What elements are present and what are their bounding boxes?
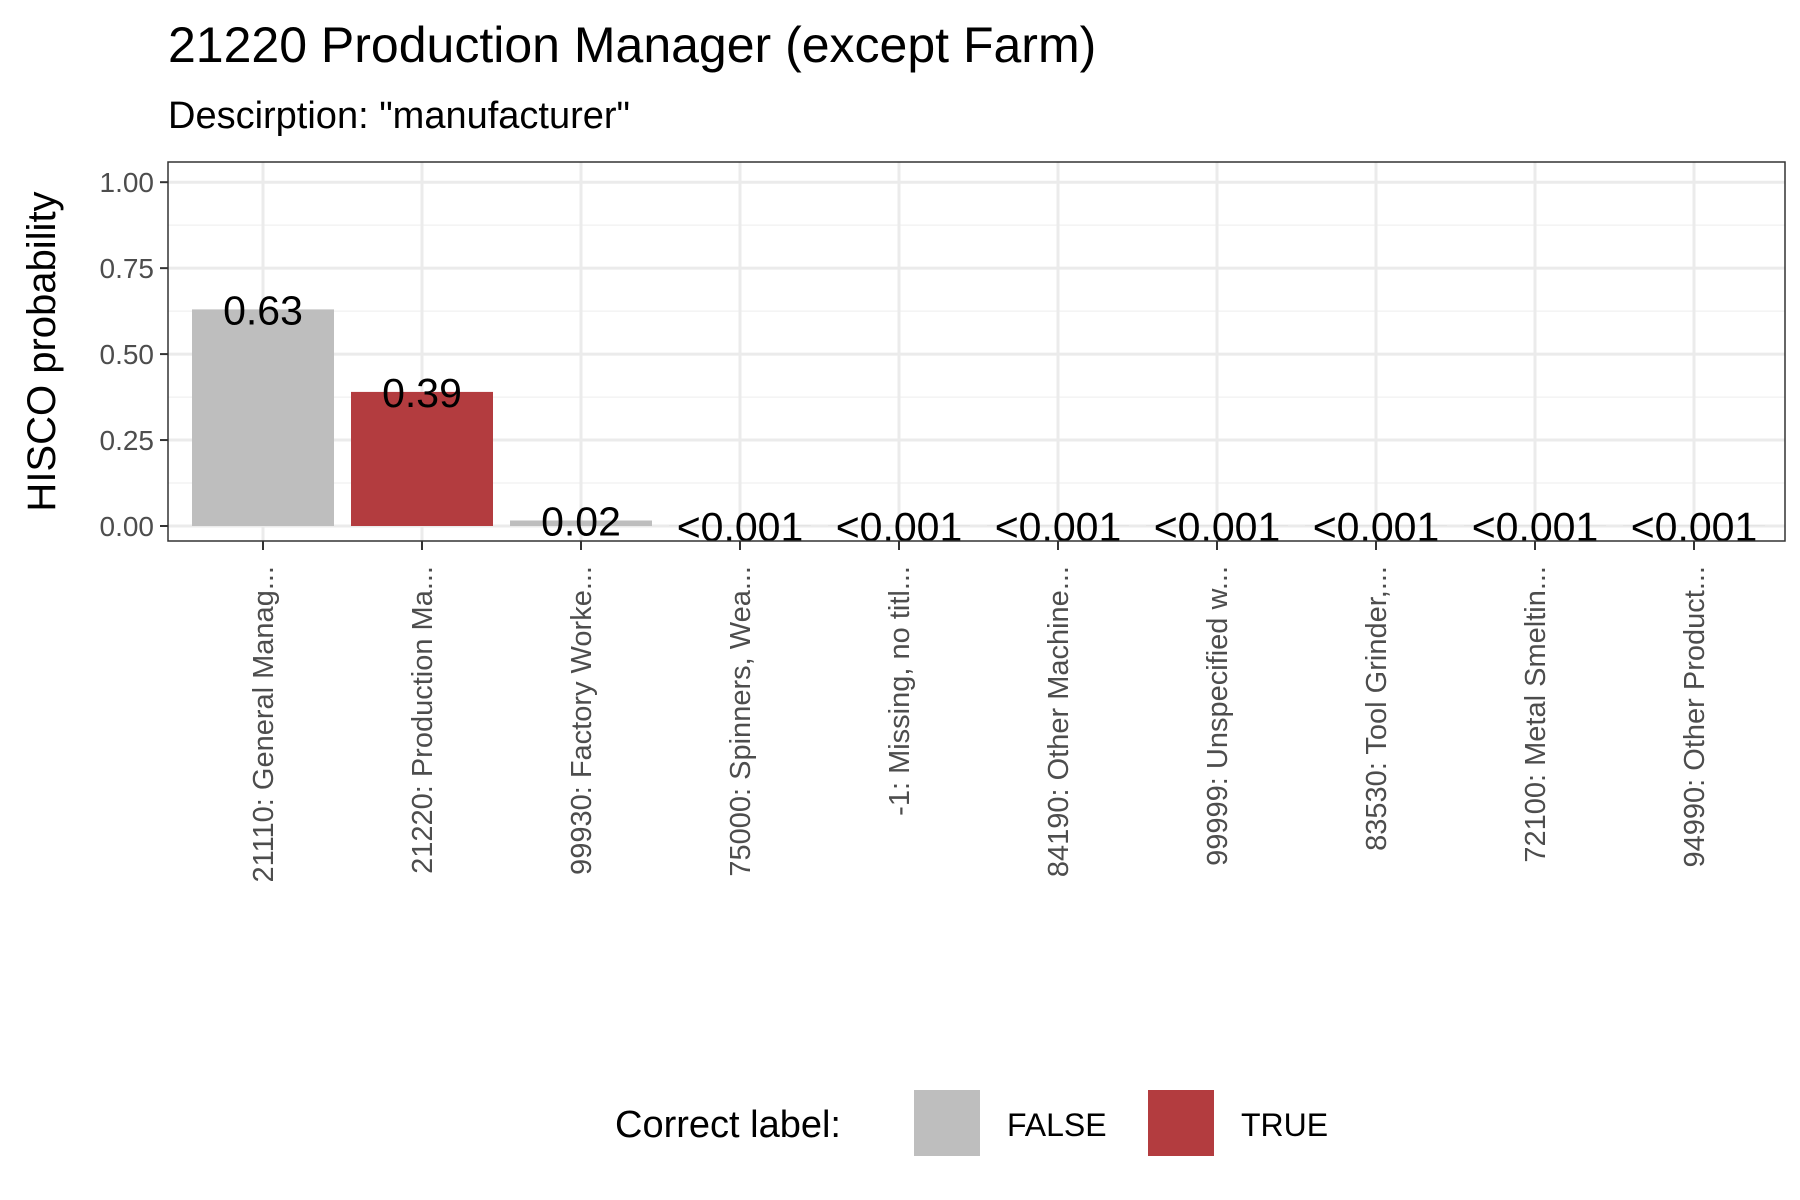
y-tick-label: 0.25	[100, 425, 155, 456]
y-tick-label: 0.75	[100, 253, 155, 284]
x-tick-label: 21110: General Manag...	[248, 566, 280, 883]
bar-value-label: 0.02	[541, 498, 621, 544]
y-axis-title: HISCO probability	[20, 191, 64, 511]
legend-key	[1148, 1090, 1214, 1156]
legend-label: FALSE	[1007, 1107, 1107, 1143]
y-tick-label: 0.00	[100, 511, 155, 542]
x-tick-label: 99930: Factory Worke...	[566, 566, 598, 875]
x-tick-label: 84190: Other Machine...	[1043, 566, 1075, 877]
x-tick-label: 75000: Spinners, Wea...	[725, 566, 757, 877]
x-tick-label: 99999: Unspecified w...	[1202, 566, 1234, 866]
y-tick-label: 0.50	[100, 339, 155, 370]
bar	[351, 391, 493, 526]
panel-border	[167, 161, 1786, 542]
legend-label: TRUE	[1241, 1107, 1328, 1143]
bars	[192, 309, 1765, 526]
x-tick-label: 72100: Metal Smeltin...	[1520, 566, 1552, 863]
bar	[192, 309, 334, 526]
y-axis: 0.00 0.25 0.50 0.75 1.00	[100, 167, 168, 542]
bar-value-label: 0.39	[382, 370, 462, 416]
bar	[510, 520, 652, 526]
x-tick-label: 21220: Production Ma...	[407, 566, 439, 874]
legend-key	[914, 1090, 980, 1156]
chart-subtitle: Descirption: "manufacturer"	[168, 95, 630, 137]
x-tick-label: 94990: Other Product...	[1679, 566, 1711, 867]
y-tick-label: 1.00	[100, 167, 155, 198]
legend: Correct label: FALSE TRUE	[615, 1090, 1328, 1156]
legend-title: Correct label:	[615, 1104, 841, 1146]
bar-value-label: 0.63	[223, 287, 303, 333]
x-tick-label: 83530: Tool Grinder,...	[1361, 566, 1393, 851]
chart-title: 21220 Production Manager (except Farm)	[168, 17, 1096, 73]
x-tick-label: -1: Missing, no titl...	[884, 566, 916, 816]
x-axis: 21110: General Manag... 21220: Production…	[248, 541, 1711, 883]
